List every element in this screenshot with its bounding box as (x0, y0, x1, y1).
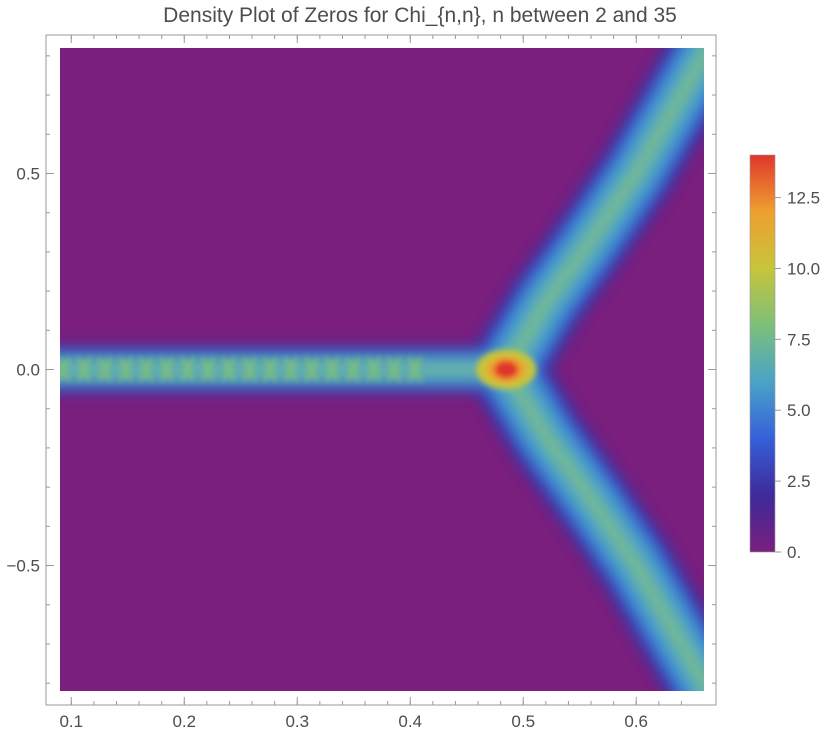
density-bands (60, 48, 704, 691)
colorbar-tick-label: 0. (787, 543, 801, 562)
zero-marker (262, 356, 278, 383)
colorbar-tick-label: 7.5 (787, 330, 811, 349)
y-tick-label: 0.5 (16, 164, 40, 183)
zero-marker (283, 356, 299, 383)
colorbar-tick-label: 2.5 (787, 472, 811, 491)
zero-marker (345, 356, 361, 383)
colorbar-tick-label: 10.0 (787, 259, 820, 278)
zero-marker (386, 356, 402, 383)
x-axis: 0.1 0.2 0.3 0.4 0.5 0.6 (59, 35, 682, 731)
lower-branch-band (500, 363, 704, 691)
chart-title: Density Plot of Zeros for Chi_{n,n}, n b… (163, 4, 677, 27)
zero-marker (60, 356, 72, 383)
zero-marker (138, 356, 154, 383)
peak-core (494, 360, 519, 379)
x-tick-label: 0.4 (398, 712, 422, 731)
zero-marker (407, 356, 423, 383)
colorbar-tick-label: 5.0 (787, 401, 811, 420)
zero-marker (96, 356, 113, 383)
zero-marker (76, 356, 92, 383)
zero-marker (303, 356, 320, 383)
x-tick-label: 0.6 (624, 712, 648, 731)
colorbar-ticks: 12.5 10.0 7.5 5.0 2.5 0. (775, 189, 820, 562)
x-tick-label: 0.5 (511, 712, 535, 731)
zero-marker (324, 356, 340, 383)
zero-marker (179, 356, 196, 383)
x-tick-label: 0.1 (59, 712, 83, 731)
zero-marker (200, 356, 216, 383)
zero-marker (221, 356, 237, 383)
zero-marker (158, 356, 175, 383)
y-tick-label: 0.0 (16, 361, 40, 380)
upper-branch-band (500, 48, 704, 376)
colorbar (749, 154, 776, 553)
zero-marker (241, 356, 258, 383)
peak-hotspot (476, 349, 537, 390)
x-tick-label: 0.2 (172, 712, 196, 731)
density-field (60, 48, 704, 691)
colorbar-tick-label: 12.5 (787, 189, 820, 208)
x-tick-label: 0.3 (285, 712, 309, 731)
zero-marker (365, 356, 382, 383)
y-axis: 0.5 0.0 −0.5 (6, 55, 716, 684)
zero-marker (117, 356, 134, 383)
y-tick-label: −0.5 (6, 557, 40, 576)
zero-markers (60, 356, 423, 383)
